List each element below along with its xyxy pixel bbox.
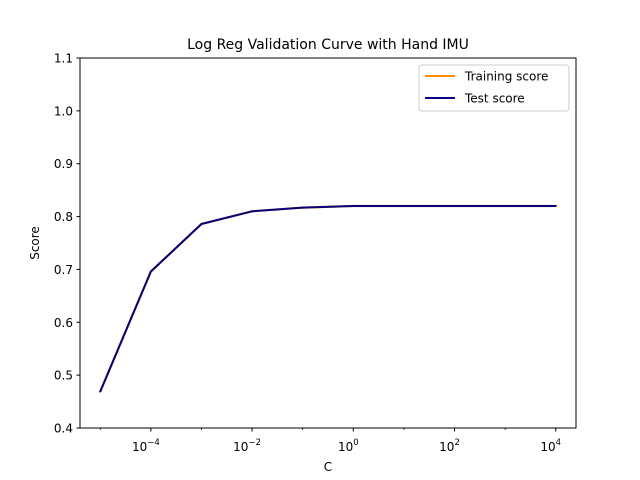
plot-area — [80, 58, 576, 428]
data-point — [453, 205, 456, 207]
chart-title: Log Reg Validation Curve with Hand IMU — [187, 37, 469, 53]
y-tick-label: 0.7 — [54, 263, 73, 277]
x-axis: 10−4 10−2 100 102 104 — [99, 428, 561, 454]
y-tick-label: 1.1 — [54, 52, 73, 66]
y-tick-label: 0.6 — [54, 316, 73, 330]
y-tick-label: 0.8 — [54, 210, 73, 224]
data-point — [301, 206, 304, 209]
plot-frame — [79, 57, 577, 429]
y-tick-label: 0.4 — [54, 422, 73, 436]
data-point — [402, 205, 405, 207]
x-tick-label: 10−4 — [132, 438, 160, 454]
x-tick-label: 104 — [540, 438, 561, 454]
y-tick-label: 0.5 — [54, 369, 73, 383]
series-line-test — [99, 205, 556, 392]
y-tick-label: 0.9 — [54, 157, 73, 171]
data-point — [554, 205, 557, 207]
legend-label: Training score — [464, 70, 548, 84]
data-point — [251, 210, 254, 213]
legend: Training score Test score — [418, 64, 570, 112]
data-point — [200, 222, 203, 225]
x-tick-label: 10−2 — [233, 438, 261, 454]
x-axis-label: C — [324, 460, 332, 474]
y-axis-label: Score — [28, 226, 42, 260]
data-point — [149, 270, 152, 273]
data-point — [352, 205, 355, 207]
x-tick-label: 102 — [439, 438, 460, 454]
x-tick-label: 100 — [338, 438, 359, 454]
legend-box — [418, 64, 570, 112]
legend-label: Test score — [464, 92, 525, 106]
series-layer — [99, 204, 557, 393]
data-point — [504, 205, 507, 207]
data-point — [99, 390, 102, 393]
y-tick-label: 1.0 — [54, 104, 73, 118]
y-axis: 0.4 0.5 0.6 0.7 0.8 0.9 1.0 1.1 — [54, 52, 80, 436]
